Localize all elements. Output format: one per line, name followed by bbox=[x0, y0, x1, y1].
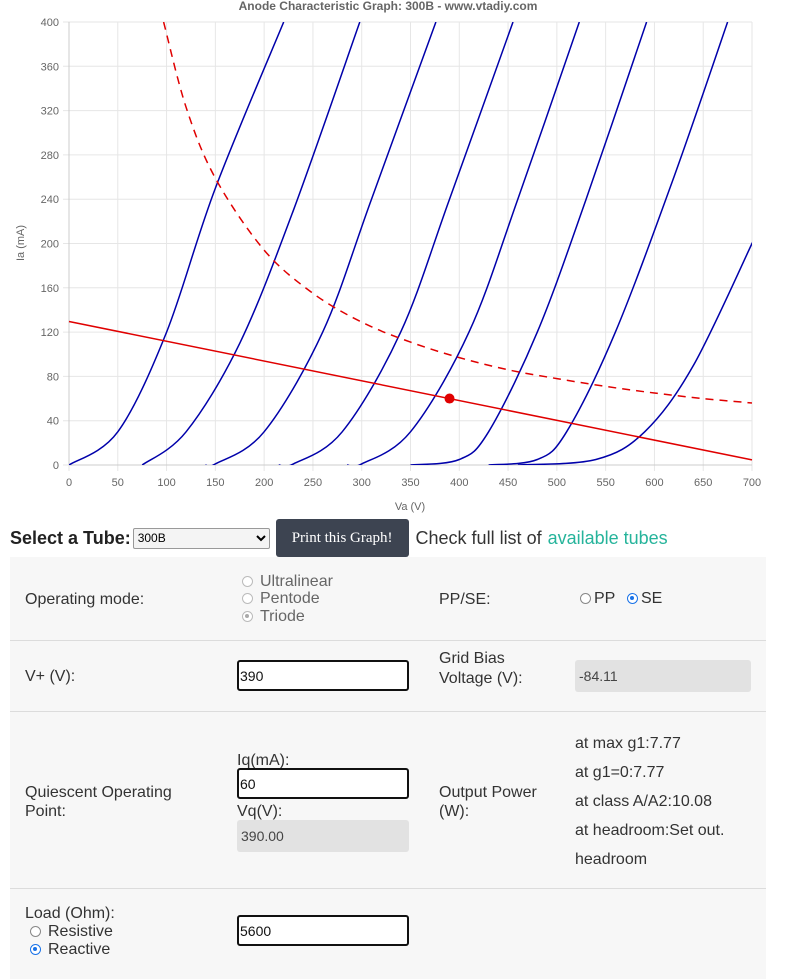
y-tick-label: 0 bbox=[53, 460, 59, 472]
operating-mode-label: Operating mode: bbox=[25, 591, 145, 608]
pp-se-label: PP/SE: bbox=[439, 591, 491, 608]
x-tick-label: 50 bbox=[112, 477, 124, 489]
max-dissipation-curve bbox=[162, 22, 752, 404]
option-reactive[interactable]: Reactive bbox=[30, 941, 110, 958]
operating-point[interactable] bbox=[444, 393, 455, 404]
load-label: Load (Ohm): bbox=[25, 905, 115, 922]
vplus-label: V+ (V): bbox=[25, 668, 76, 685]
x-axis-ticks: 0 50 100 150 200 250 300 350 400 450 500 550 600 650 7… bbox=[66, 477, 761, 489]
plate-curve bbox=[410, 22, 648, 465]
tube-toolbar: Select a Tube: 300B Print this Graph! Ch… bbox=[10, 519, 790, 557]
x-tick-label: 600 bbox=[645, 477, 663, 489]
row-quiescent: Quiescent Operating Point: Iq(mA): Vq(V)… bbox=[10, 712, 766, 889]
x-tick-label: 300 bbox=[353, 477, 371, 489]
power-at-class-a: at class A/A2:10.08 bbox=[575, 793, 712, 810]
grid-bias-value: -84.11 bbox=[575, 660, 751, 692]
y-axis-label: Ia (mA) bbox=[15, 225, 27, 261]
plate-curve bbox=[278, 22, 514, 465]
power-headroom: headroom bbox=[575, 851, 648, 868]
y-tick-label: 40 bbox=[47, 416, 59, 428]
option-pentode[interactable]: Pentode bbox=[242, 590, 320, 607]
y-tick-label: 360 bbox=[41, 61, 59, 73]
load-line bbox=[68, 320, 753, 461]
radio-triode-icon[interactable] bbox=[242, 611, 253, 622]
row-load: Load (Ohm): Resistive Reactive bbox=[10, 889, 766, 979]
select-tube-label: Select a Tube: bbox=[10, 527, 131, 548]
quiescent-label-1: Quiescent Operating bbox=[25, 784, 172, 801]
x-axis-label: Va (V) bbox=[395, 501, 425, 513]
radio-pentode-icon[interactable] bbox=[242, 593, 253, 604]
option-pp[interactable]: PP bbox=[580, 590, 615, 607]
option-triode[interactable]: Triode bbox=[242, 608, 305, 625]
power-at-max-g1: at max g1:7.77 bbox=[575, 735, 681, 752]
plate-curve bbox=[488, 22, 729, 465]
check-list-text: Check full list of bbox=[415, 527, 542, 548]
y-tick-label: 80 bbox=[47, 371, 59, 383]
grid-bias-label-1: Grid Bias bbox=[439, 650, 505, 667]
radio-se-icon[interactable] bbox=[627, 593, 638, 604]
option-resistive[interactable]: Resistive bbox=[30, 923, 113, 940]
plate-curve bbox=[517, 241, 752, 465]
iq-input[interactable] bbox=[237, 768, 409, 799]
option-se[interactable]: SE bbox=[627, 590, 662, 607]
chart-grid bbox=[63, 21, 753, 471]
x-tick-label: 500 bbox=[548, 477, 566, 489]
load-input[interactable] bbox=[237, 915, 409, 946]
radio-pp-icon[interactable] bbox=[580, 593, 591, 604]
y-tick-label: 240 bbox=[41, 194, 59, 206]
y-tick-label: 160 bbox=[41, 283, 59, 295]
x-tick-label: 100 bbox=[157, 477, 175, 489]
chart-title: Anode Characteristic Graph: 300B - www.v… bbox=[239, 0, 538, 13]
available-tubes-link[interactable]: available tubes bbox=[547, 527, 668, 548]
x-tick-label: 650 bbox=[694, 477, 712, 489]
x-tick-label: 200 bbox=[255, 477, 273, 489]
triode-label: Triode bbox=[260, 608, 305, 625]
y-tick-label: 320 bbox=[41, 106, 59, 118]
x-tick-label: 250 bbox=[304, 477, 322, 489]
x-tick-label: 350 bbox=[401, 477, 419, 489]
y-tick-label: 200 bbox=[41, 239, 59, 251]
row-vplus: V+ (V): Grid Bias Voltage (V): -84.11 bbox=[10, 641, 766, 712]
anode-characteristic-chart: Anode Characteristic Graph: 300B - www.v… bbox=[15, 0, 761, 513]
resistive-label: Resistive bbox=[48, 923, 113, 940]
x-tick-label: 700 bbox=[743, 477, 761, 489]
plate-curve bbox=[69, 22, 285, 465]
output-power-label-1: Output Power bbox=[439, 784, 537, 801]
x-tick-label: 400 bbox=[450, 477, 468, 489]
vplus-input[interactable] bbox=[237, 660, 409, 691]
se-label: SE bbox=[641, 590, 663, 607]
plate-curves bbox=[69, 22, 752, 465]
x-tick-label: 450 bbox=[499, 477, 517, 489]
power-at-headroom: at headroom:Set out. bbox=[575, 822, 725, 839]
y-tick-label: 400 bbox=[41, 17, 59, 29]
print-graph-button[interactable]: Print this Graph! bbox=[275, 519, 409, 557]
y-tick-label: 280 bbox=[41, 150, 59, 162]
vq-value: 390.00 bbox=[237, 820, 409, 852]
radio-resistive-icon[interactable] bbox=[30, 926, 41, 937]
pp-label: PP bbox=[594, 590, 616, 607]
radio-reactive-icon[interactable] bbox=[30, 944, 41, 955]
x-tick-label: 150 bbox=[206, 477, 224, 489]
reactive-label: Reactive bbox=[48, 941, 111, 958]
plate-curve bbox=[141, 22, 361, 465]
x-tick-label: 0 bbox=[66, 477, 72, 489]
y-axis-ticks: 0 40 80 120 160 200 240 280 320 360 400 bbox=[41, 17, 59, 472]
plate-curve bbox=[347, 22, 581, 465]
radio-ultralinear-icon[interactable] bbox=[242, 576, 253, 587]
tube-select[interactable]: 300B bbox=[132, 527, 270, 549]
quiescent-label-2: Point: bbox=[25, 803, 66, 820]
amplifier-form: Operating mode: Ultralinear Pentode Trio… bbox=[10, 557, 766, 979]
output-power-label-2: (W): bbox=[439, 803, 470, 820]
plate-curve bbox=[205, 22, 437, 465]
x-tick-label: 550 bbox=[596, 477, 614, 489]
vq-label: Vq(V): bbox=[237, 803, 283, 820]
grid-bias-label-2: Voltage (V): bbox=[439, 670, 523, 687]
ultralinear-label: Ultralinear bbox=[260, 573, 333, 590]
option-ultralinear[interactable]: Ultralinear bbox=[242, 573, 333, 590]
pentode-label: Pentode bbox=[260, 590, 320, 607]
power-at-g1-zero: at g1=0:7.77 bbox=[575, 764, 665, 781]
iq-label: Iq(mA): bbox=[237, 752, 290, 769]
row-operating-mode: Operating mode: Ultralinear Pentode Trio… bbox=[10, 557, 766, 641]
y-tick-label: 120 bbox=[41, 327, 59, 339]
